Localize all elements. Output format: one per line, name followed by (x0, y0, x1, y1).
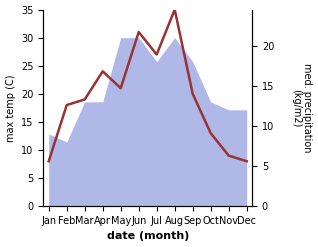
Y-axis label: max temp (C): max temp (C) (5, 74, 16, 142)
Y-axis label: med. precipitation
(kg/m2): med. precipitation (kg/m2) (291, 63, 313, 153)
X-axis label: date (month): date (month) (107, 231, 189, 242)
